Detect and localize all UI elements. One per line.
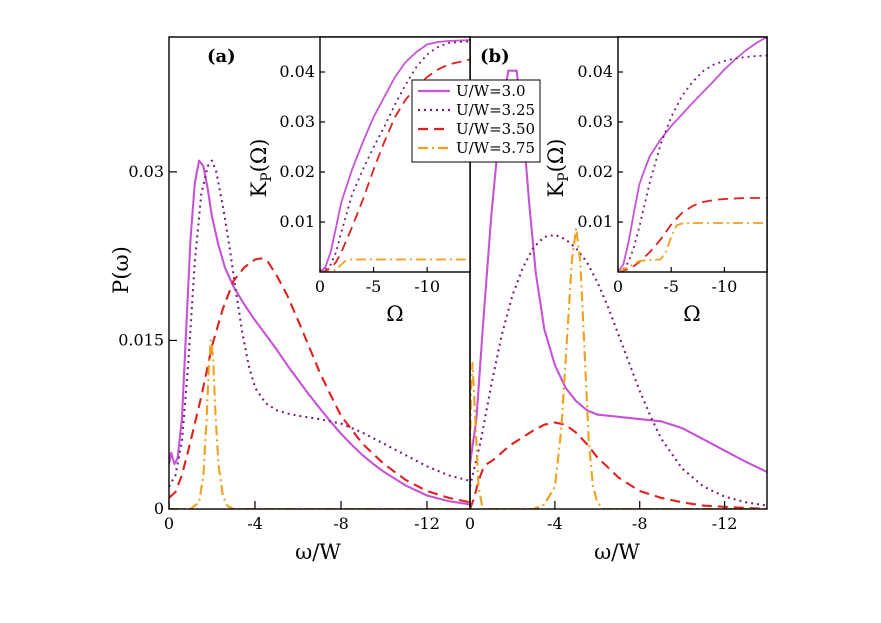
y-tick-label: 0.01 (279, 212, 315, 231)
panel-label-a: (a) (207, 46, 236, 67)
series-line-U-W-3-75 (470, 226, 767, 509)
series-group (320, 39, 470, 272)
y-tick-label: 0.03 (577, 112, 613, 131)
x-tick-label: -8 (333, 514, 349, 533)
x-tick-label: -10 (712, 277, 738, 296)
series-line-U-W-3-0 (320, 39, 470, 272)
series-group (618, 37, 767, 272)
legend-label: U/W=3.0 (456, 82, 526, 100)
x-tick-label: 0 (613, 277, 623, 296)
x-tick-label: -12 (712, 514, 738, 533)
x-tick-label: -12 (414, 514, 440, 533)
panel-label-b: (b) (480, 46, 510, 67)
y-tick-label: 0.01 (577, 212, 613, 231)
x-tick-label: 0 (465, 514, 475, 533)
series-line-U-W-3-0 (169, 159, 470, 506)
x-tick-label: -8 (632, 514, 648, 533)
inset-b-xlabel: Ω (683, 302, 700, 326)
x-tick-label: -4 (247, 514, 263, 533)
series-line-U-W-3-50 (320, 58, 470, 272)
plots: 0 -4 -8 -12 0 0.015 0.03 0 -4 -8 -12 0 -5 -10 0.01 0.02… (118, 36, 768, 533)
legend-label: U/W=3.50 (456, 120, 535, 138)
series-line-U-W-3-50 (470, 421, 767, 509)
series-line-U-W-3-25 (618, 54, 767, 272)
legend-label: U/W=3.25 (456, 101, 535, 119)
series-line-U-W-3-75 (618, 222, 767, 272)
x-tick-label: -5 (663, 277, 679, 296)
y-tick-label: 0.03 (279, 112, 315, 131)
y-tick-label: 0.015 (118, 330, 164, 349)
ylabel-main: P(ω) (109, 246, 133, 294)
series-line-U-W-3-75 (320, 258, 470, 272)
xlabel-b: ω/W (594, 540, 640, 564)
y-tick-label: 0 (154, 499, 164, 518)
y-tick-label: 0.02 (279, 162, 315, 181)
y-tick-label: 0.02 (577, 162, 613, 181)
series-line-U-W-3-75 (169, 339, 470, 509)
x-tick-label: -10 (414, 277, 440, 296)
y-tick-label: 0.04 (279, 62, 315, 81)
series-line-U-W-3-50 (169, 257, 470, 504)
axis-frame (617, 36, 768, 273)
inset-a-xlabel: Ω (386, 302, 403, 326)
inset-a-ylabel: KP(Ω) (247, 139, 275, 198)
x-tick-label: -5 (366, 277, 382, 296)
legend: U/W=3.0U/W=3.25U/W=3.50U/W=3.75 (411, 79, 541, 163)
inset-b-ylabel: KP(Ω) (544, 139, 572, 198)
x-tick-label: -4 (547, 514, 563, 533)
xlabel-a: ω/W (295, 540, 341, 564)
series-group (169, 159, 470, 509)
inset-background (618, 37, 767, 272)
panel-3: 0 -5 -10 0.01 0.02 0.03 0.04 (577, 36, 768, 296)
x-tick-label: 0 (164, 514, 174, 533)
y-tick-label: 0.04 (577, 62, 613, 81)
legend-label: U/W=3.75 (456, 139, 535, 157)
x-tick-label: 0 (315, 277, 325, 296)
series-line-U-W-3-50 (618, 197, 767, 272)
y-tick-label: 0.03 (128, 162, 164, 181)
